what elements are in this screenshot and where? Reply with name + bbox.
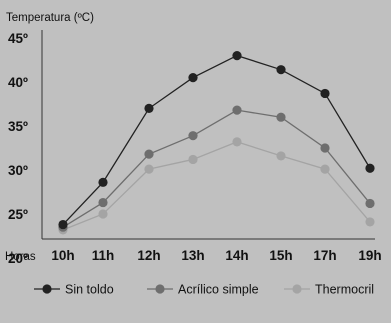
x-tick-label: 10h [51, 248, 74, 263]
data-point [365, 198, 375, 209]
legend-item: Acrílico simple [147, 283, 259, 297]
data-point [188, 73, 198, 83]
data-point [365, 163, 375, 173]
legend-item: Sin toldo [34, 283, 114, 297]
data-point [58, 219, 68, 230]
y-tick-label: 20º [8, 251, 28, 266]
y-tick-label: 45º [8, 31, 28, 46]
series-group [58, 51, 375, 235]
data-point [188, 131, 198, 141]
data-point [144, 149, 154, 159]
data-point [365, 217, 375, 227]
series-line [62, 54, 371, 226]
y-tick-labels: 20º 25º 30º 35º 40º 45º [8, 31, 28, 266]
data-point [276, 151, 286, 161]
x-tick-label: 19h [358, 248, 381, 263]
legend: Sin toldo Acrílico simple Thermocril [34, 283, 374, 297]
data-point [276, 112, 286, 122]
legend-item: Thermocril [284, 283, 374, 297]
chart-title: Temperatura (ºC) [6, 12, 94, 24]
y-tick-label: 30º [8, 163, 28, 178]
legend-label: Sin toldo [65, 283, 114, 297]
x-tick-label: 14h [225, 248, 248, 263]
data-point [232, 137, 242, 147]
series-1 [58, 105, 375, 232]
legend-marker [42, 284, 52, 294]
data-point [276, 65, 286, 75]
data-point [98, 177, 108, 187]
data-point [320, 143, 330, 153]
x-tick-label: 15h [269, 248, 292, 263]
y-tick-label: 40º [8, 75, 28, 90]
x-tick-label: 17h [313, 248, 336, 263]
x-tick-label: 12h [137, 248, 160, 263]
data-point [98, 209, 108, 219]
data-point [144, 103, 154, 113]
data-point [320, 164, 330, 174]
x-axis-label: Horas [5, 251, 36, 263]
y-tick-label: 35º [8, 119, 28, 134]
legend-label: Thermocril [315, 283, 374, 297]
data-point [188, 154, 198, 165]
legend-marker [155, 284, 165, 294]
y-tick-label: 25º [8, 207, 28, 222]
data-point [98, 197, 108, 208]
legend-marker [292, 284, 302, 294]
series-line [62, 109, 371, 228]
x-tick-labels: 10h 11h 12h 13h 14h 15h 17h 19h [51, 248, 381, 263]
x-tick-label: 13h [181, 248, 204, 263]
x-tick-label: 11h [92, 248, 115, 263]
data-point [144, 164, 154, 174]
data-point [320, 88, 330, 99]
data-point [232, 105, 242, 115]
chart-axes [41, 30, 375, 240]
legend-label: Acrílico simple [178, 283, 259, 297]
data-point [232, 51, 242, 61]
series-0 [58, 51, 375, 230]
series-line [62, 141, 371, 231]
